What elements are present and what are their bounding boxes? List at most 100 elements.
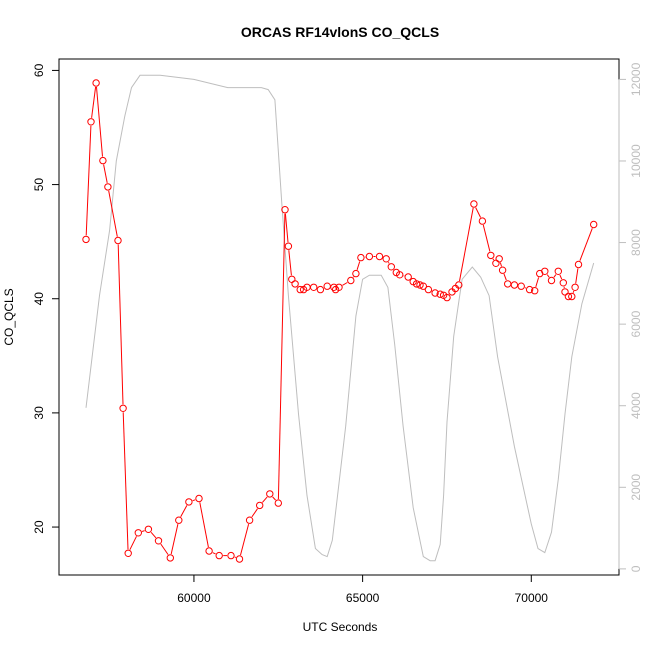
x-axis: 60000 65000 70000 [177,574,549,605]
co-qcls-point [357,253,365,262]
co-qcls-point [266,490,274,498]
co-qcls-segment [356,261,361,270]
co-qcls-point [227,551,235,560]
altitude-series [85,74,595,562]
co-qcls-segment [482,224,491,252]
co-qcls-point [574,260,583,269]
co-qcls-point [419,282,427,290]
co-qcls-point [568,292,576,301]
co-qcls-segment [342,282,348,286]
y-tick-label-right: 12000 [629,62,643,96]
co-qcls-point [114,236,122,245]
co-qcls-point [424,285,433,294]
co-qcls-point [166,554,175,562]
co-qcls-segment [251,508,258,518]
co-qcls-point [396,271,404,279]
co-qcls-segment [553,274,557,278]
co-qcls-point [134,529,143,537]
co-qcls-point [571,283,579,291]
y-axis-label: CO_QCLS [2,288,16,345]
co-qcls-point [104,183,112,191]
co-qcls-point [310,283,318,291]
co-qcls-point [510,281,519,289]
co-qcls-segment [122,412,129,550]
co-qcls-point [92,79,100,87]
co-qcls-point [352,269,360,278]
y-tick-label-left: 60 [32,63,46,77]
co-qcls-point [590,220,598,229]
co-qcls-point [547,276,556,285]
co-qcls-segment [499,262,502,267]
co-qcls-point [281,206,289,214]
co-qcls-segment [180,505,188,517]
co-qcls-segment [91,86,97,118]
y-tick-label-right: 2000 [629,474,643,501]
co-qcls-point [525,285,534,294]
co-qcls-point [455,281,463,289]
co-qcls-point [504,280,512,288]
co-qcls-point [82,235,90,244]
y-tick-label-right: 4000 [629,392,643,419]
y-tick-label-left: 50 [32,178,46,192]
co-qcls-point [215,551,223,560]
plot-frame [58,58,620,576]
co-qcls-segment [150,531,157,539]
x-tick-label: 65000 [346,591,380,605]
x-tick-label: 60000 [177,591,211,605]
y-tick-label-left: 20 [32,520,46,534]
co-qcls-segment [387,261,390,264]
y-tick-label-right: 10000 [629,144,643,178]
co-qcls-point [470,200,478,208]
co-qcls-segment [212,552,216,555]
co-qcls-segment [459,207,474,282]
co-qcls-point [564,292,573,301]
co-qcls-point [291,280,299,288]
co-qcls-segment [492,258,495,261]
co-qcls-segment [277,213,286,500]
co-qcls-point [245,516,254,524]
co-qcls-segment [288,250,292,276]
co-qcls-point [561,288,569,296]
co-qcls-point [541,267,549,275]
co-qcls-point [87,118,95,126]
co-qcls-segment [240,523,250,556]
co-qcls-point [382,255,390,263]
co-qcls-point [323,282,331,290]
co-qcls-point [498,266,507,274]
co-qcls-segment [85,125,92,236]
co-qcls-point [347,276,355,285]
co-qcls-point [431,289,439,297]
co-qcls-segment [284,213,289,243]
co-qcls-point [436,290,444,298]
co-qcls-point [154,537,163,545]
co-qcls-series [82,79,598,563]
co-qcls-segment [546,274,550,278]
y-tick-label-right: 8000 [629,229,643,256]
co-qcls-segment [272,496,276,501]
chart-title: ORCAS RF14vlonS CO_QCLS [241,24,439,40]
altitude-line [85,74,595,562]
co-qcls-segment [141,530,145,532]
x-tick-label: 70000 [515,591,549,605]
co-qcls-point [365,252,374,261]
co-qcls-point [487,251,495,260]
co-qcls-segment [503,273,507,281]
co-qcls-segment [475,207,482,218]
co-qcls-point [375,252,384,261]
y-tick-label-left: 40 [32,292,46,306]
co-qcls-segment [160,543,169,555]
co-qcls-point [478,217,487,225]
co-qcls-point [124,549,132,557]
co-qcls-segment [575,268,579,284]
co-qcls-segment [192,499,196,502]
y-tick-label-right: 6000 [629,310,643,337]
co-qcls-segment [535,277,540,288]
co-qcls-point [495,255,503,263]
co-qcls-segment [572,290,575,293]
x-axis-label: UTC Seconds [303,620,378,634]
y-axis-left: 20 30 40 50 60 [32,63,60,534]
y-axis-right: 0 2000 4000 6000 8000 10000 12000 [618,62,643,572]
co-qcls-point [335,283,343,291]
co-qcls-point [531,287,539,295]
co-qcls-point [330,283,338,291]
